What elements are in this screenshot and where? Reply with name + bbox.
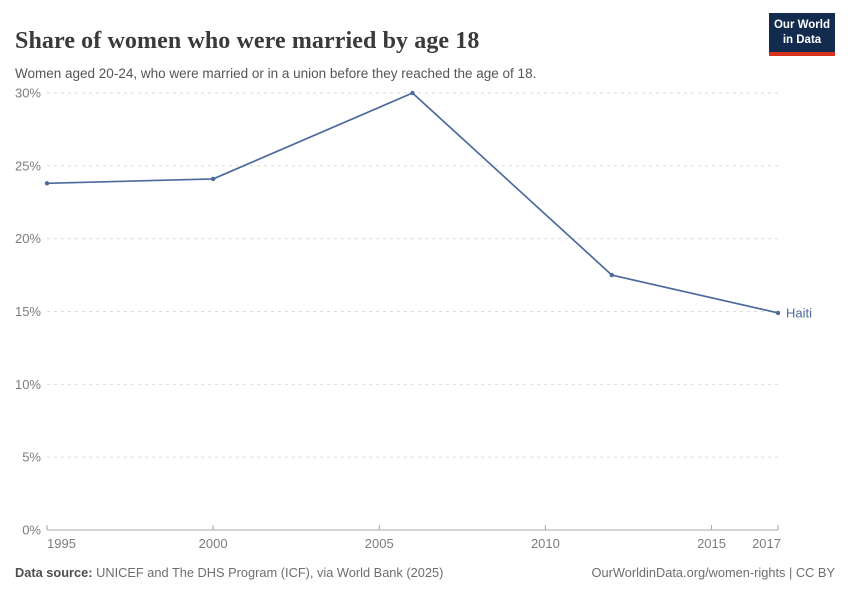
x-tick-label-2015: 2015	[697, 536, 726, 551]
owid-logo-line1: Our World	[773, 19, 830, 31]
y-tick-label-30pct: 30%	[15, 86, 41, 101]
series-label-haiti: Haiti	[786, 305, 812, 320]
data-point-haiti-2017	[775, 310, 781, 316]
data-source-label: Data source:	[15, 565, 93, 580]
x-tick-label-2017: 2017	[752, 536, 781, 551]
data-point-haiti-2012	[609, 272, 615, 278]
x-tick-label-2005: 2005	[365, 536, 394, 551]
x-tick-label-1995: 1995	[47, 536, 76, 551]
data-point-haiti-2000	[210, 176, 216, 182]
series-line-haiti	[46, 92, 779, 314]
data-point-haiti-2006	[410, 90, 415, 96]
x-tick-label-2000: 2000	[199, 536, 228, 551]
y-tick-label-15pct: 15%	[15, 304, 41, 319]
data-point-haiti-1995	[44, 181, 50, 186]
data-source-note: Data source: UNICEF and The DHS Program …	[15, 565, 443, 580]
credit-link[interactable]: OurWorldinData.org/women-rights | CC BY	[591, 565, 835, 580]
owid-logo[interactable]: Our World in Data	[769, 13, 835, 56]
y-tick-label-25pct: 25%	[15, 158, 41, 173]
data-source-text: UNICEF and The DHS Program (ICF), via Wo…	[92, 565, 444, 580]
y-tick-label-0pct: 0%	[22, 523, 41, 538]
chart-footer: Data source: UNICEF and The DHS Program …	[15, 565, 835, 580]
chart-title: Share of women who were married by age 1…	[15, 28, 480, 55]
owid-logo-line2: in Data	[782, 33, 822, 46]
y-tick-label-10pct: 10%	[15, 377, 41, 392]
y-tick-label-5pct: 5%	[22, 450, 41, 465]
y-tick-label-20pct: 20%	[15, 231, 41, 246]
chart-subtitle: Women aged 20-24, who were married or in…	[15, 65, 537, 81]
x-tick-label-2010: 2010	[531, 536, 560, 551]
